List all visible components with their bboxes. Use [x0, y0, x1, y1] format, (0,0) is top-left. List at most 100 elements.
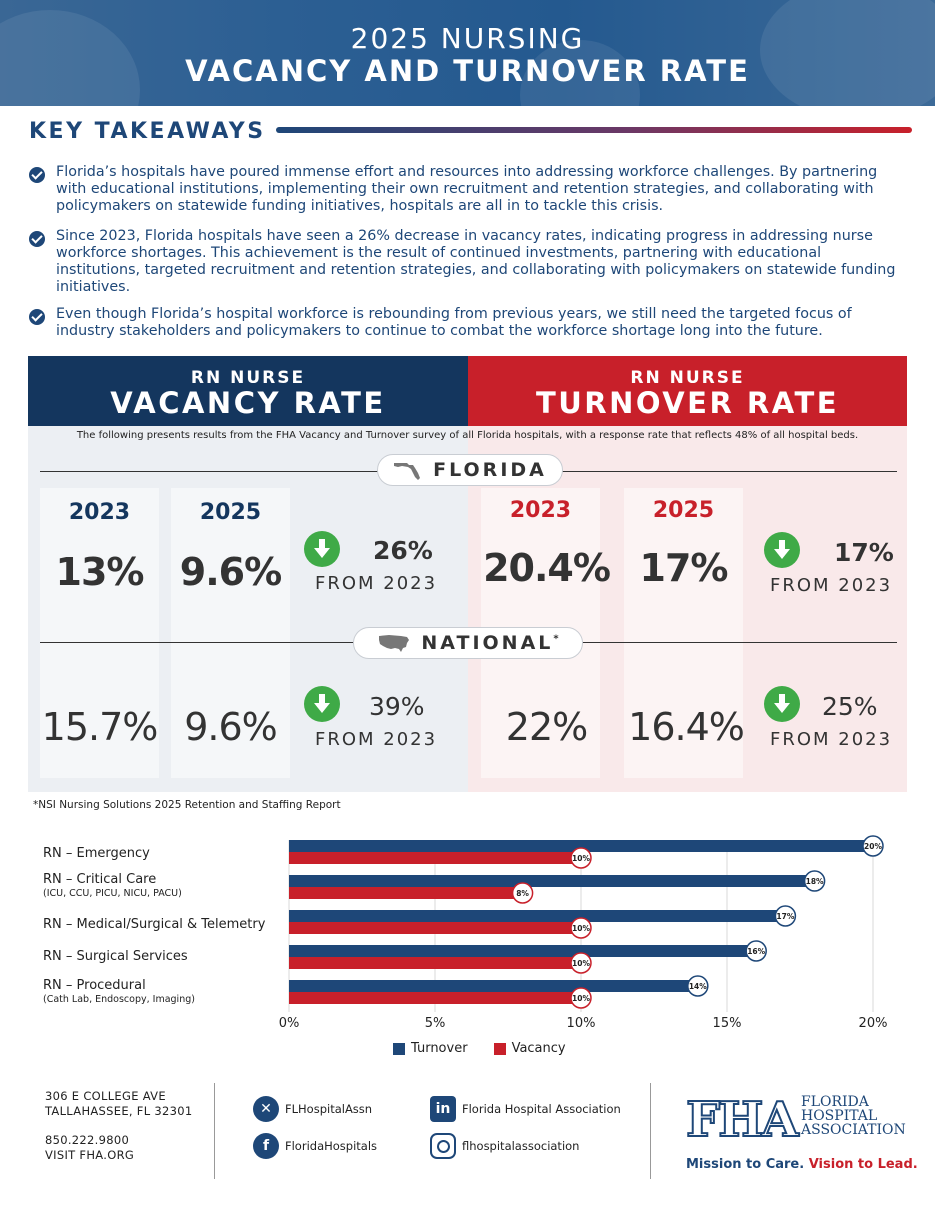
chart-legend: Turnover Vacancy: [393, 1041, 566, 1056]
x-handle: FLHospitalAssn: [285, 1102, 373, 1116]
footnote: *NSI Nursing Solutions 2025 Retention an…: [33, 799, 341, 811]
chart-bar-vacancy: [289, 852, 581, 864]
title-gradient-rule: [276, 127, 912, 133]
nat-vacancy-change: 39%: [369, 692, 425, 721]
chart-category-label: RN – Surgical Services: [43, 949, 188, 964]
turnover-header-big: TURNOVER RATE: [535, 386, 840, 420]
chart-category-subtitle: (Cath Lab, Endoscopy, Imaging): [43, 994, 195, 1005]
chart-tick-label: 10%: [567, 1016, 596, 1031]
takeaway-text: Since 2023, Florida hospitals have seen …: [56, 228, 896, 295]
fl-vacancy-year2: 2025: [199, 500, 262, 525]
chart-bar-vacancy: [289, 957, 581, 969]
tagline: Mission to Care. Vision to Lead.: [686, 1157, 918, 1172]
national-footnote-marker: *: [553, 633, 559, 645]
fha-logo-mark: FHA: [685, 1091, 800, 1149]
header-banner: 2025 NURSING VACANCY AND TURNOVER RATE: [0, 0, 935, 106]
fl-turnover-2025-value: 17%: [639, 546, 729, 590]
arrow-down-icon: [304, 531, 340, 567]
nat-vacancy-2023-value: 15.7%: [41, 705, 159, 749]
chart-data-label-badge: [745, 940, 767, 962]
key-takeaways-title: KEY TAKEAWAYS: [29, 119, 266, 144]
bar-chart: 0% 5% 10% 15% 20% 20% 10% 18% 8% 17% 10% 16% 10% 14% 1…: [279, 835, 887, 1031]
tagline-mission: Mission to Care.: [686, 1157, 805, 1172]
instagram-icon: [430, 1133, 456, 1159]
chart-category-label: RN – Medical/Surgical & Telemetry: [43, 917, 266, 932]
fl-vacancy-from: FROM 2023: [315, 573, 438, 594]
fl-turnover-year2: 2025: [652, 498, 715, 523]
instagram-link[interactable]: flhospitalassociation: [430, 1133, 579, 1159]
linkedin-handle: Florida Hospital Association: [462, 1102, 621, 1116]
florida-map-icon: [394, 463, 421, 480]
chart-data-label-badge: [803, 870, 826, 892]
chart-bar-vacancy: [289, 887, 523, 899]
legend-label-turnover: Turnover: [411, 1041, 468, 1056]
nat-turnover-2023-value: 22%: [505, 705, 588, 749]
survey-note: The following presents results from the …: [76, 430, 859, 441]
facebook-link[interactable]: f FloridaHospitals: [253, 1133, 377, 1159]
vacancy-header: RN NURSE VACANCY RATE: [28, 356, 468, 426]
chart-data-label: 10%: [572, 959, 590, 968]
phone: 850.222.9800: [45, 1133, 130, 1147]
chart-bar-turnover: [289, 910, 786, 922]
linkedin-link[interactable]: in Florida Hospital Association: [430, 1096, 621, 1122]
nat-turnover-from: FROM 2023: [770, 729, 893, 750]
chart-category-subtitle: (ICU, CCU, PICU, NICU, PACU): [43, 888, 182, 899]
x-icon: ✕: [253, 1096, 279, 1122]
arrow-down-icon: [304, 686, 340, 722]
vacancy-2023-column: [40, 488, 159, 778]
nat-turnover-2025-value: 16.4%: [628, 705, 745, 749]
chart-data-label-badge: [570, 917, 592, 939]
address-line2: TALLAHASSEE, FL 32301: [45, 1104, 193, 1118]
logo-line2: HOSPITAL: [801, 1108, 878, 1124]
arrow-down-icon: [764, 532, 800, 568]
fl-turnover-change: 17%: [834, 538, 894, 567]
chart-bar-turnover: [289, 980, 698, 992]
chart-data-label: 17%: [776, 912, 794, 921]
linkedin-icon: in: [430, 1096, 456, 1122]
takeaway-item: Since 2023, Florida hospitals have seen …: [29, 228, 909, 296]
national-label: NATIONAL: [421, 632, 554, 654]
logo-line3: ASSOCIATION: [801, 1122, 906, 1138]
chart-category-label: RN – Emergency: [43, 846, 150, 861]
chart-data-label: 14%: [689, 982, 707, 991]
turnover-header: RN NURSE TURNOVER RATE: [468, 356, 907, 426]
check-circle-icon: [29, 309, 45, 325]
chart-tick-label: 20%: [859, 1016, 888, 1031]
nat-vacancy-2025-value: 9.6%: [184, 705, 278, 749]
fl-vacancy-2023-value: 13%: [55, 550, 145, 594]
takeaway-text: Florida’s hospitals have poured immense …: [56, 164, 878, 214]
turnover-header-small: RN NURSE: [630, 368, 745, 388]
usa-map-icon: [379, 635, 410, 652]
logo-line1: FLORIDA: [801, 1094, 869, 1110]
legend-swatch-turnover: [393, 1042, 405, 1055]
tagline-vision: Vision to Lead.: [808, 1157, 918, 1172]
nat-vacancy-from: FROM 2023: [315, 729, 438, 750]
chart-data-label: 16%: [747, 947, 765, 956]
facebook-icon: f: [253, 1133, 279, 1159]
chart-bar-vacancy: [289, 992, 581, 1004]
chart-data-label: 10%: [572, 994, 590, 1003]
chart-data-label: 18%: [806, 877, 824, 886]
chart-data-label-badge: [687, 975, 709, 997]
chart-bar-turnover: [289, 945, 757, 957]
chart-tick-label: 15%: [713, 1016, 742, 1031]
footer-divider: [214, 1083, 215, 1179]
x-link[interactable]: ✕ FLHospitalAssn: [253, 1096, 372, 1122]
header-line2: VACANCY AND TURNOVER RATE: [185, 54, 750, 88]
chart-data-label: 10%: [572, 924, 590, 933]
chart-tick-label: 5%: [425, 1016, 446, 1031]
instagram-handle: flhospitalassociation: [462, 1139, 580, 1153]
florida-pill: FLORIDA: [377, 454, 563, 486]
chart-tick-label: 0%: [279, 1016, 300, 1031]
fl-turnover-2023-value: 20.4%: [483, 546, 611, 590]
chart-data-label-badge: [511, 882, 534, 904]
takeaway-item: Florida’s hospitals have poured immense …: [29, 164, 909, 215]
chart-data-label: 8%: [516, 889, 529, 898]
takeaway-item: Even though Florida’s hospital workforce…: [29, 306, 909, 340]
check-circle-icon: [29, 231, 45, 247]
florida-label: FLORIDA: [433, 459, 547, 481]
chart-bar-vacancy: [289, 922, 581, 934]
check-circle-icon: [29, 167, 45, 183]
header-line1: 2025 NURSING: [350, 22, 585, 55]
fl-vacancy-2025-value: 9.6%: [179, 550, 282, 594]
